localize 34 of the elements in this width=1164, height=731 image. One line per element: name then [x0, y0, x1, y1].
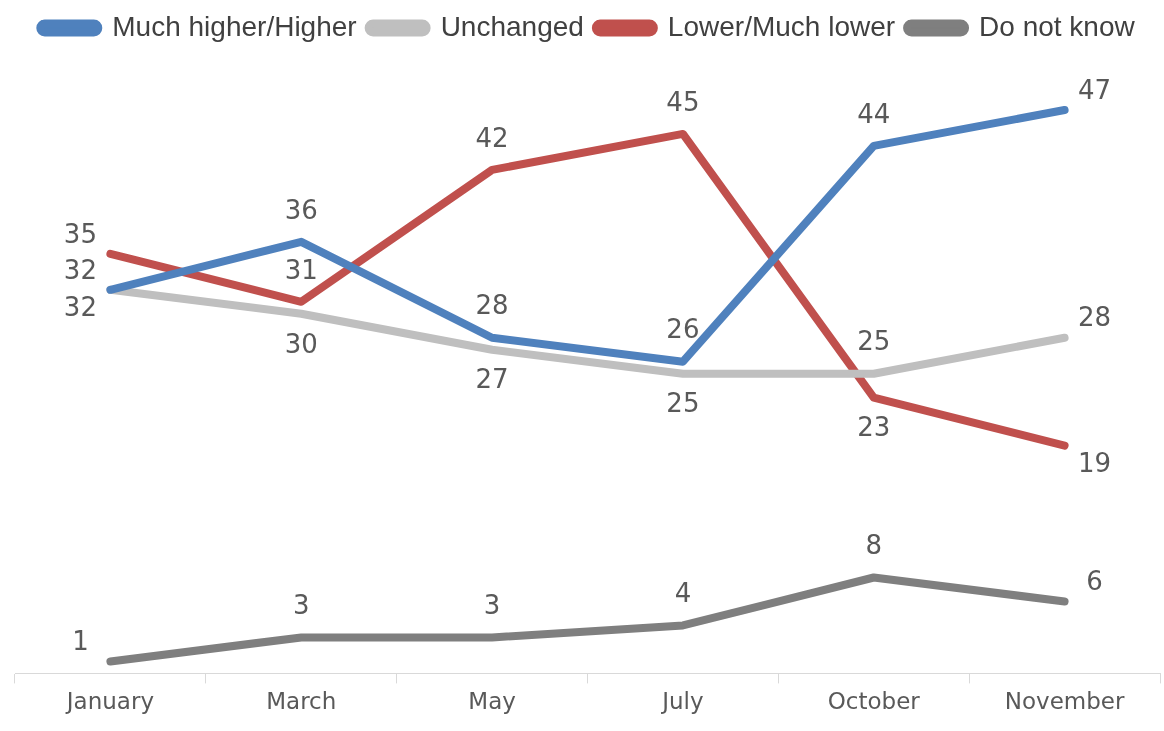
- data-label: 4: [674, 578, 692, 609]
- data-label: 36: [284, 194, 318, 225]
- data-label: 19: [1078, 447, 1112, 478]
- data-label: 44: [857, 98, 891, 129]
- x-tick-label: July: [660, 688, 704, 715]
- data-label: 23: [857, 412, 891, 443]
- data-label: 25: [666, 388, 700, 419]
- data-label: 32: [63, 254, 97, 285]
- x-tick-label: May: [468, 688, 516, 715]
- data-label: 6: [1086, 566, 1103, 597]
- x-tick-label: November: [1004, 688, 1125, 715]
- x-tick-label: October: [827, 688, 921, 715]
- legend-label: Do not know: [979, 10, 1136, 42]
- legend-label: Lower/Much lower: [667, 10, 896, 42]
- data-label: 28: [475, 290, 509, 321]
- data-label: 3: [483, 590, 501, 621]
- legend-label: Unchanged: [440, 10, 584, 42]
- data-label: 42: [475, 122, 509, 153]
- x-tick-label: March: [266, 688, 337, 715]
- data-label: 8: [865, 530, 883, 561]
- data-label: 1: [72, 626, 89, 657]
- data-label: 25: [857, 326, 891, 357]
- data-label: 30: [284, 328, 318, 359]
- x-tick-label: January: [64, 688, 155, 715]
- data-label: 27: [475, 364, 509, 395]
- legend-label: Much higher/Higher: [112, 10, 357, 42]
- data-label: 35: [63, 218, 97, 249]
- data-label: 47: [1078, 74, 1112, 105]
- data-label: 26: [666, 314, 700, 345]
- data-label: 32: [63, 291, 97, 322]
- data-label: 28: [1078, 302, 1112, 333]
- data-label: 3: [292, 590, 310, 621]
- data-label: 31: [284, 254, 318, 285]
- data-label: 45: [666, 86, 700, 117]
